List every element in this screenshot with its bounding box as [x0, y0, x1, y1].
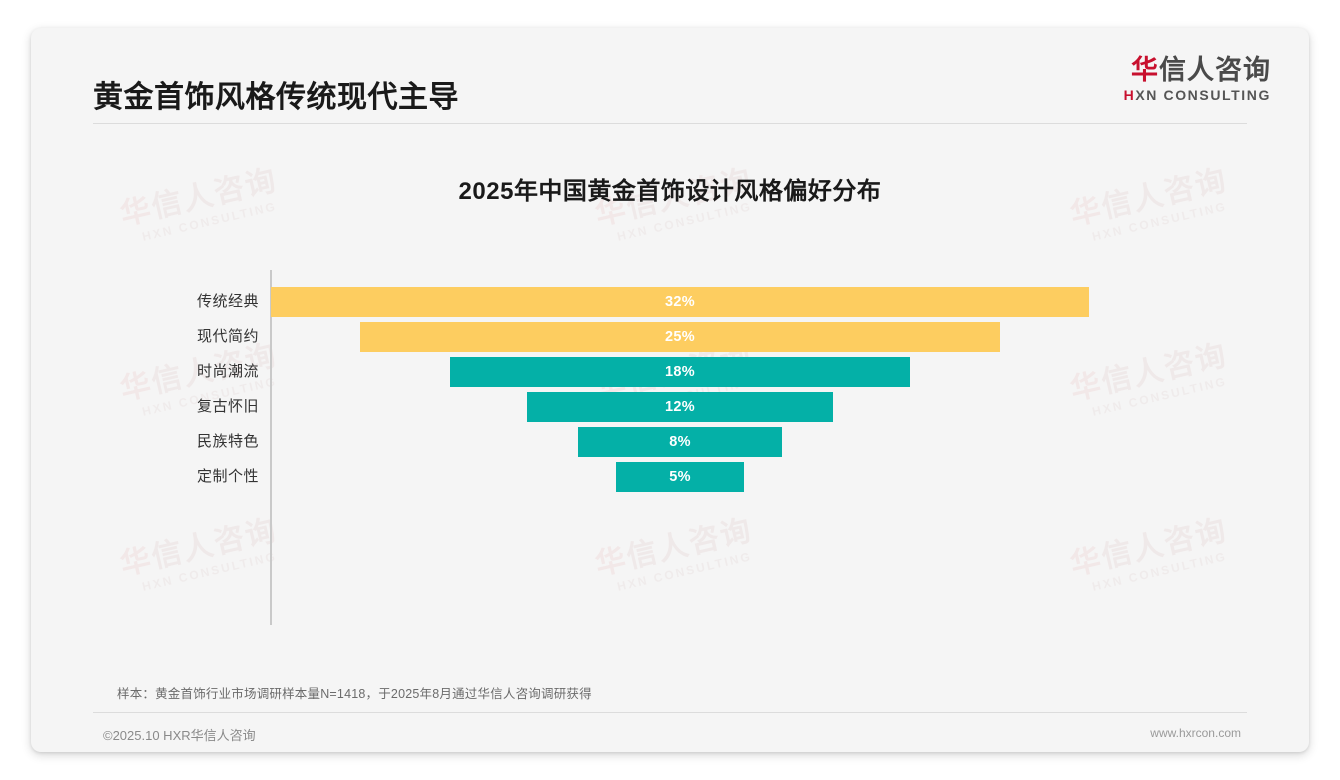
page-title: 黄金首饰风格传统现代主导 [93, 81, 459, 114]
copyright-text: ©2025.10 HXR华信人咨询 [103, 728, 256, 743]
logo-english-text: HXN CONSULTING [1124, 87, 1271, 103]
funnel-bar[interactable]: 12% [526, 391, 834, 422]
funnel-row: 传统经典 32% [31, 284, 1309, 319]
source-footnote: 样本：黄金首饰行业市场调研样本量N=1418，于2025年8月通过华信人咨询调研… [117, 687, 592, 701]
category-label: 定制个性 [196, 468, 259, 485]
slide-header: 黄金首饰风格传统现代主导 华信人咨询 HXN CONSULTING [31, 28, 1309, 123]
bar-value-label: 8% [669, 433, 691, 450]
bar-value-label: 18% [665, 363, 695, 380]
company-logo: 华信人咨询 HXN CONSULTING [1124, 56, 1271, 104]
logo-chinese-text: 华信人咨询 [1124, 56, 1271, 84]
slide-footer: ©2025.10 HXR华信人咨询 www.hxrcon.com [31, 712, 1309, 752]
slide-canvas: 华信人咨询 HXN CONSULTING 华信人咨询 HXN CONSULTING 华信… [31, 28, 1309, 752]
funnel-row: 时尚潮流 18% [31, 354, 1309, 389]
logo-english-rest: XN CONSULTING [1135, 87, 1271, 104]
funnel-bar[interactable]: 5% [616, 461, 744, 492]
chart-title: 2025年中国黄金首饰设计风格偏好分布 [458, 178, 882, 205]
logo-h-character: H [1123, 87, 1136, 104]
logo-chinese-rest: 信人咨询 [1159, 55, 1271, 85]
bar-value-label: 25% [665, 328, 695, 345]
funnel-row: 民族特色 8% [31, 424, 1309, 459]
funnel-row: 复古怀旧 12% [31, 389, 1309, 424]
website-url[interactable]: www.hxrcon.com [1150, 726, 1241, 740]
funnel-bar[interactable]: 32% [271, 286, 1089, 317]
category-label: 民族特色 [196, 433, 259, 450]
logo-hua-character: 华 [1131, 55, 1159, 85]
funnel-chart: 传统经典 32% 现代简约 25% 时尚潮流 18% 复古怀旧 12% 民族特色 8% 定制个性 5% [31, 238, 1309, 638]
footer-divider [93, 712, 1247, 713]
funnel-row: 定制个性 5% [31, 459, 1309, 494]
header-divider [93, 123, 1247, 124]
funnel-bar[interactable]: 25% [360, 321, 1000, 352]
category-label: 传统经典 [196, 293, 259, 310]
bar-value-label: 5% [669, 468, 691, 485]
funnel-bar[interactable]: 18% [449, 356, 911, 387]
funnel-bar[interactable]: 8% [577, 426, 783, 457]
category-label: 时尚潮流 [196, 363, 259, 380]
funnel-row: 现代简约 25% [31, 319, 1309, 354]
bar-value-label: 12% [665, 398, 695, 415]
category-axis-line [270, 270, 272, 625]
bar-value-label: 32% [665, 293, 695, 310]
category-label: 现代简约 [196, 328, 259, 345]
category-label: 复古怀旧 [196, 398, 259, 415]
